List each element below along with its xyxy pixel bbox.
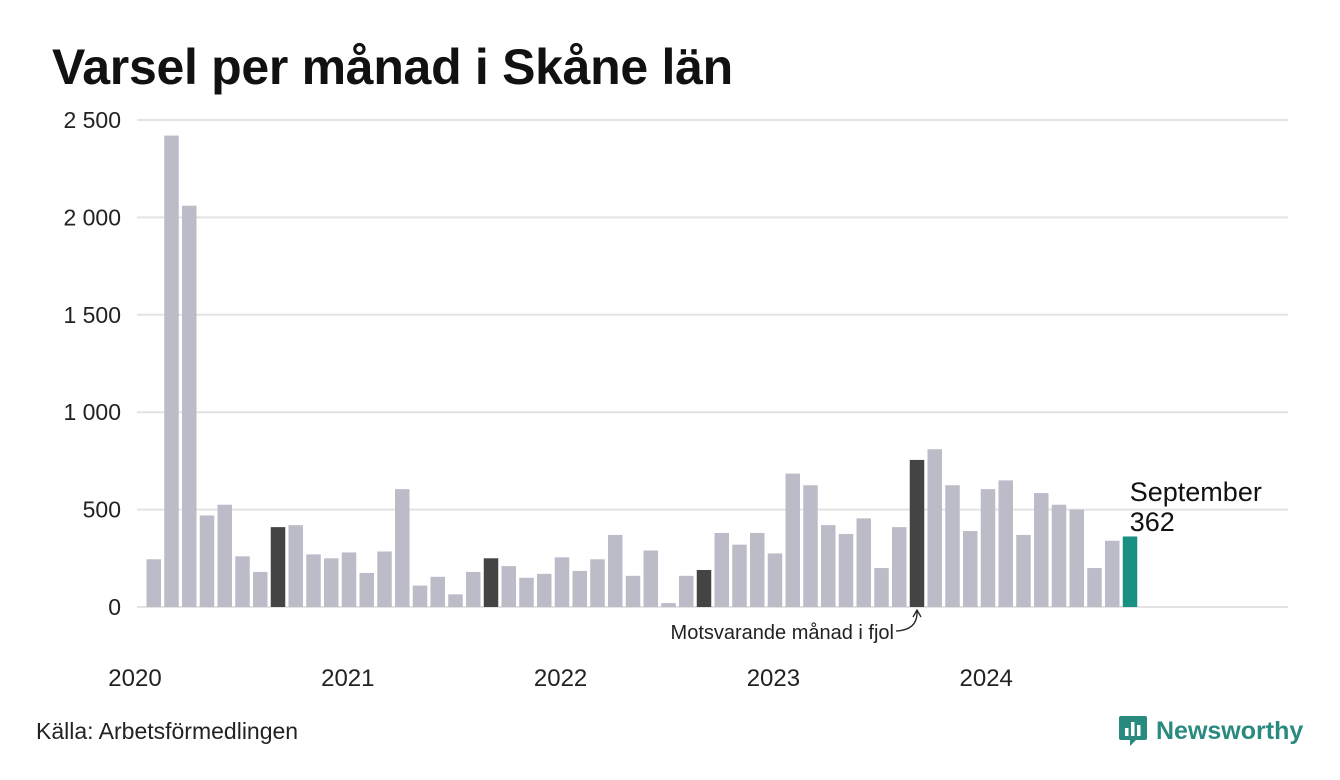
- bar: [466, 571, 481, 607]
- annotation-arrowhead: [912, 608, 922, 618]
- bar: [679, 575, 694, 607]
- bar: [856, 518, 871, 607]
- y-tick-label: 500: [83, 497, 121, 523]
- y-tick-label: 2 500: [63, 107, 121, 133]
- bar: [1069, 509, 1084, 607]
- bar: [164, 135, 179, 608]
- bar: [1051, 504, 1067, 607]
- y-tick-label: 1 000: [63, 399, 121, 425]
- bar: [714, 532, 729, 607]
- x-tick-label: 2021: [321, 665, 374, 692]
- newsworthy-logo-icon: [1119, 716, 1147, 746]
- current-value-label: 362: [1130, 507, 1175, 537]
- bar: [377, 551, 392, 607]
- x-tick-label: 2023: [747, 665, 800, 692]
- bar: [767, 553, 783, 607]
- bar: [980, 489, 996, 607]
- bar: [1016, 534, 1031, 607]
- bar: [235, 556, 250, 607]
- bar: [963, 531, 978, 607]
- bar: [217, 504, 232, 607]
- bar: [146, 559, 161, 607]
- bar: [1105, 540, 1120, 607]
- gridlines: [137, 119, 1288, 608]
- x-tick-label: 2024: [960, 665, 1013, 692]
- bar: [199, 515, 215, 607]
- source-note: Källa: Arbetsförmedlingen: [36, 718, 299, 744]
- bar: [927, 449, 942, 607]
- bar: [608, 534, 623, 607]
- y-tick-label: 1 500: [63, 302, 121, 328]
- bar: [395, 489, 410, 607]
- bar-current: [1122, 536, 1138, 607]
- annotation-label: Motsvarande månad i fjol: [671, 622, 894, 644]
- bar: [519, 577, 534, 607]
- bar: [803, 485, 818, 607]
- bar: [625, 575, 641, 607]
- y-tick-label: 2 000: [63, 204, 121, 230]
- bar-highlight: [909, 459, 925, 607]
- bar: [182, 205, 197, 607]
- bar: [253, 571, 268, 607]
- x-axis-ticks: 2020 2021 2022 2023 2024: [108, 665, 1013, 692]
- y-axis-ticks: 0 500 1 000 1 500 2 000 2 500: [63, 107, 121, 620]
- bar: [537, 573, 552, 607]
- bar: [838, 533, 854, 607]
- bar: [732, 544, 747, 607]
- bar: [785, 473, 800, 607]
- bar: [945, 485, 960, 607]
- bar: [324, 558, 339, 607]
- bar: [821, 525, 836, 607]
- bar: [892, 527, 907, 607]
- bar: [1087, 568, 1102, 607]
- bar-highlight: [270, 527, 286, 607]
- bar: [359, 572, 374, 607]
- annotation-arrow: [895, 610, 918, 632]
- bar: [572, 570, 587, 607]
- bar: [590, 559, 605, 607]
- bar: [430, 576, 445, 607]
- bars: [146, 135, 1138, 608]
- brand-logo[interactable]: Newsworthy: [1118, 714, 1303, 748]
- bar: [288, 525, 303, 607]
- bar: [998, 480, 1013, 607]
- x-tick-label: 2020: [108, 665, 161, 692]
- brand-name: Newsworthy: [1156, 716, 1304, 745]
- bar: [448, 594, 463, 607]
- bar: [412, 585, 428, 607]
- bar: [874, 568, 889, 607]
- current-month-label: September: [1130, 477, 1262, 507]
- bar: [750, 532, 765, 607]
- bar: [501, 566, 516, 607]
- bar-highlight: [696, 569, 712, 607]
- bar: [554, 557, 570, 607]
- bar: [643, 550, 658, 607]
- y-tick-label: 0: [108, 594, 121, 620]
- chart-title: Varsel per månad i Skåne län: [52, 39, 733, 95]
- x-tick-label: 2022: [534, 665, 587, 692]
- bar: [341, 552, 357, 607]
- bar: [306, 554, 321, 607]
- bar: [661, 603, 676, 607]
- bar: [1034, 493, 1049, 607]
- bar-highlight: [483, 558, 499, 607]
